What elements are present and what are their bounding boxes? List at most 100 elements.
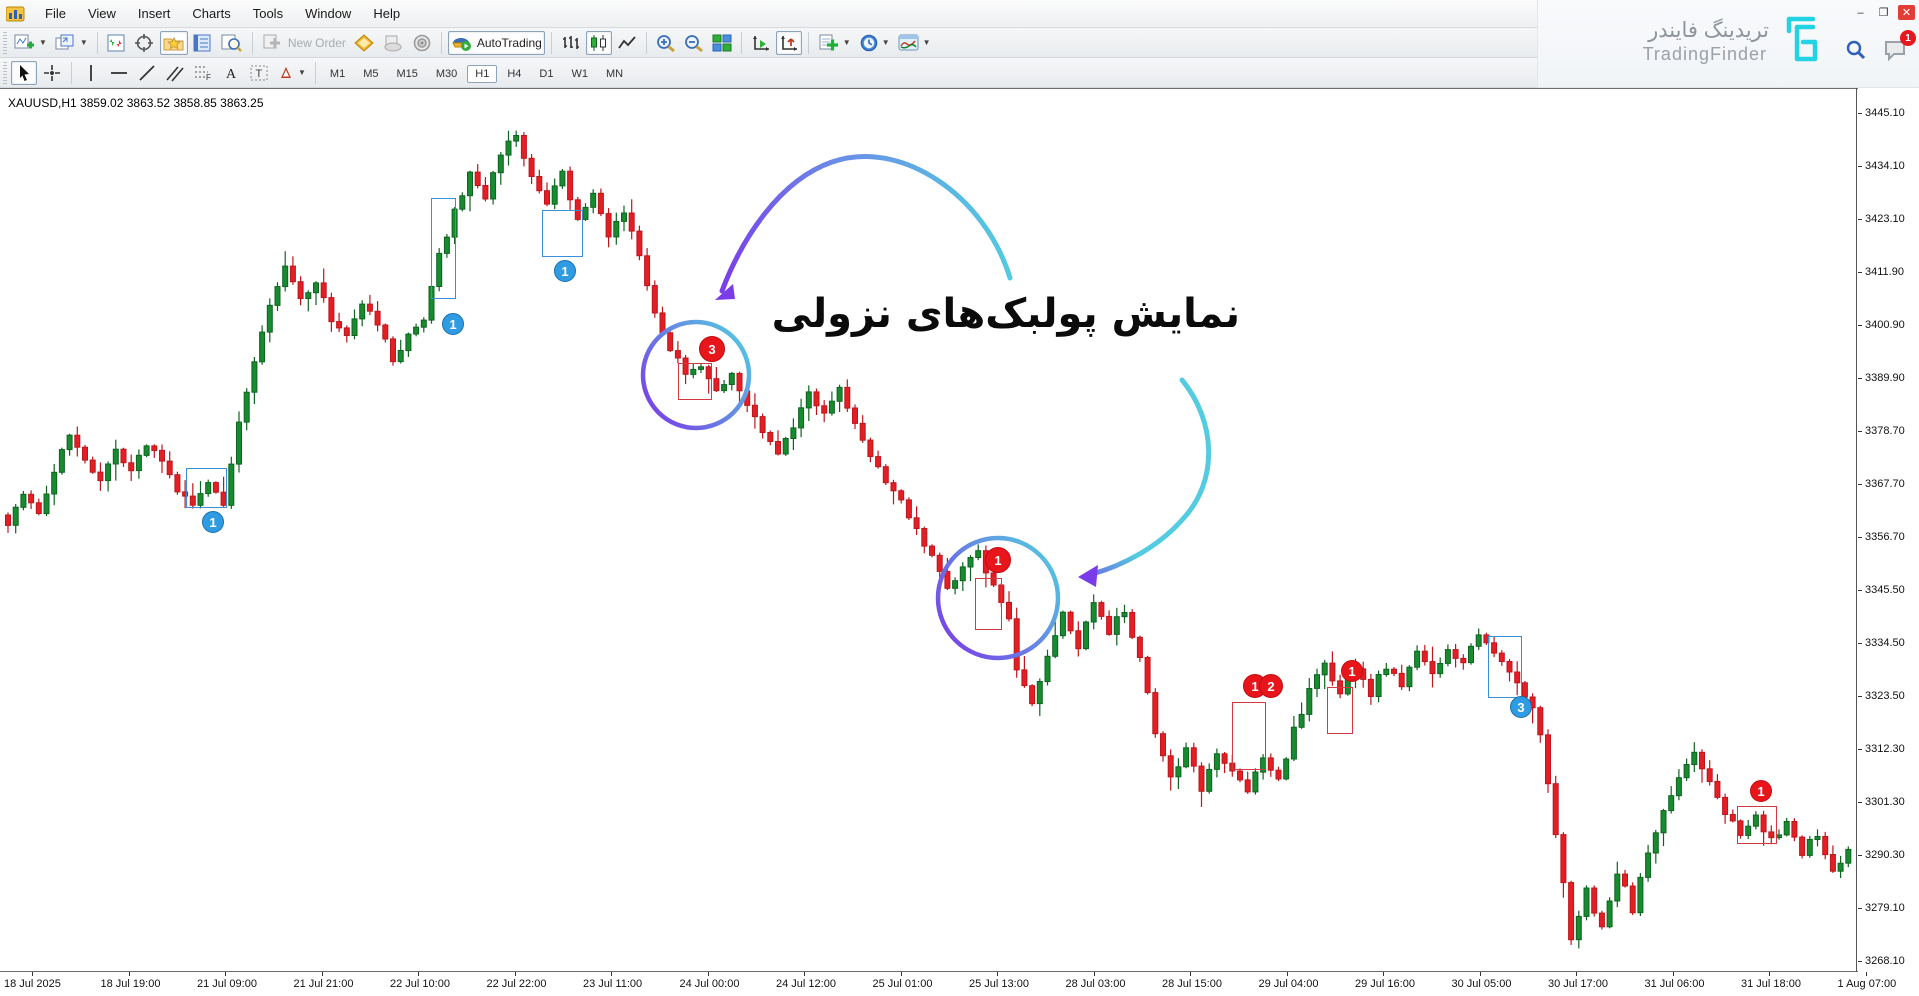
chevron-down-icon[interactable]: ▼ <box>298 68 306 77</box>
price-axis-tick <box>1858 696 1862 697</box>
restore-button[interactable]: ❐ <box>1878 7 1889 19</box>
tradingfinder-logo-icon <box>1773 14 1819 71</box>
menu-charts[interactable]: Charts <box>192 6 231 21</box>
menu-view[interactable]: View <box>87 6 116 21</box>
market-watch-button[interactable] <box>104 31 130 55</box>
chat-icon[interactable]: 1 <box>1883 30 1916 67</box>
chevron-down-icon[interactable]: ▼ <box>881 38 890 47</box>
price-axis-label: 3445.10 <box>1865 107 1905 119</box>
time-axis-label: 22 Jul 10:00 <box>390 978 450 990</box>
target-button[interactable] <box>409 31 435 55</box>
brand-name-fa: تریدینگ فایندر <box>1648 19 1769 42</box>
price-axis-label: 3334.50 <box>1865 637 1905 649</box>
menu-insert[interactable]: Insert <box>137 6 171 21</box>
time-axis-label: 29 Jul 04:00 <box>1258 978 1319 990</box>
timeframe-h4[interactable]: H4 <box>507 67 522 80</box>
price-axis-label: 3312.30 <box>1865 743 1905 755</box>
cursor-icon <box>15 64 33 82</box>
candlestick-button[interactable] <box>585 30 612 55</box>
menu-window[interactable]: Window <box>305 6 352 21</box>
menu-file[interactable]: File <box>45 6 66 21</box>
chart-cloud-button[interactable] <box>379 31 407 55</box>
crosshair-icon <box>43 64 61 82</box>
timeframe-h1[interactable]: H1 <box>467 64 498 83</box>
autotrading-button[interactable]: AutoTrading <box>447 30 545 55</box>
text-label-button[interactable]: T <box>246 61 272 85</box>
new-order-button[interactable]: New Order <box>259 31 349 55</box>
price-axis-label: 3279.10 <box>1865 902 1905 914</box>
zoom-out-button[interactable] <box>681 31 707 55</box>
chevron-down-icon[interactable]: ▼ <box>922 38 931 47</box>
indicators-button[interactable]: ▼ <box>895 31 934 55</box>
minimize-button[interactable]: – <box>1857 6 1864 19</box>
time-axis-label: 29 Jul 16:00 <box>1355 978 1415 990</box>
timeframe-m15[interactable]: M15 <box>396 67 418 80</box>
price-axis-label: 3268.10 <box>1865 955 1905 967</box>
candlestick-chart[interactable] <box>0 88 1857 972</box>
price-axis-tick <box>1858 802 1862 803</box>
vline-icon <box>82 64 100 82</box>
data-window-button[interactable] <box>132 31 158 55</box>
toolbar-grip-2[interactable] <box>3 61 7 84</box>
chart-symbol-ohlc: XAUUSD,H1 3859.02 3863.52 3858.85 3863.2… <box>8 96 264 110</box>
time-axis-tick <box>1479 972 1481 976</box>
tile-windows-button[interactable] <box>709 31 735 55</box>
time-axis-tick <box>321 972 323 976</box>
zoom-in-button[interactable] <box>653 31 679 55</box>
fibonacci-button[interactable]: F <box>190 61 216 85</box>
price-axis-label: 3400.90 <box>1865 319 1905 331</box>
timeframe-m1[interactable]: M1 <box>329 67 346 80</box>
navigator-button[interactable] <box>159 30 188 55</box>
arrows-button[interactable]: ▼ <box>274 61 309 85</box>
close-button[interactable]: ✕ <box>1898 5 1915 20</box>
chevron-down-icon[interactable]: ▼ <box>79 38 88 47</box>
chart-shift-button[interactable] <box>775 30 802 55</box>
crosshair-button[interactable] <box>39 61 65 85</box>
trendline-button[interactable] <box>134 61 160 85</box>
profiles-button[interactable]: ▼ <box>52 31 91 55</box>
terminal-button[interactable] <box>190 31 216 55</box>
periods-button[interactable]: ▼ <box>856 31 893 55</box>
auto-scroll-button[interactable] <box>748 31 774 55</box>
menu-tools[interactable]: Tools <box>252 6 284 21</box>
time-axis-tick <box>1865 972 1867 976</box>
bar-chart-button[interactable] <box>558 31 584 55</box>
metaeditor-button[interactable] <box>351 31 377 55</box>
timeframe-mn[interactable]: MN <box>605 67 624 80</box>
horizontal-line-button[interactable] <box>106 61 132 85</box>
templates-button[interactable]: ▼ <box>815 31 854 55</box>
text-button[interactable]: A <box>218 61 244 85</box>
price-axis-tick <box>1858 643 1862 644</box>
new-chart-button[interactable]: ▼ <box>11 31 50 55</box>
time-axis-label: 18 Jul 2025 <box>4 978 61 990</box>
time-axis-tick <box>128 972 130 976</box>
line-chart-button[interactable] <box>614 31 640 55</box>
chevron-down-icon[interactable]: ▼ <box>842 38 851 47</box>
notification-badge: 1 <box>1900 30 1916 46</box>
toolbar-separator <box>550 31 552 54</box>
price-axis-tick <box>1858 484 1862 485</box>
zoom-in-icon <box>656 34 676 52</box>
time-axis-tick <box>514 972 516 976</box>
timeframe-m5[interactable]: M5 <box>363 67 379 80</box>
timeframe-d1[interactable]: D1 <box>539 67 554 80</box>
vertical-line-button[interactable] <box>78 61 104 85</box>
app-logo-icon <box>5 5 26 23</box>
timeframe-w1[interactable]: W1 <box>571 67 588 80</box>
clock-icon <box>859 34 879 52</box>
price-axis-label: 3290.30 <box>1865 849 1905 861</box>
strategy-tester-button[interactable] <box>218 31 246 55</box>
indicator-icon <box>898 34 920 52</box>
time-scale[interactable]: 18 Jul 2025 18 Jul 19:00 21 Jul 09:00 21 Ju… <box>0 972 1919 996</box>
text-a-icon: A <box>222 64 240 82</box>
price-scale[interactable]: 3445.10 3434.10 3423.10 3411.90 3400.90 3389.… <box>1858 88 1919 972</box>
toolbar-separator <box>645 31 647 54</box>
search-icon[interactable] <box>1845 39 1867 66</box>
time-axis-label: 24 Jul 12:00 <box>776 978 836 990</box>
chevron-down-icon[interactable]: ▼ <box>39 38 47 47</box>
menu-help[interactable]: Help <box>373 6 401 21</box>
timeframe-m30[interactable]: M30 <box>435 67 458 80</box>
cursor-button[interactable] <box>11 60 37 85</box>
toolbar-grip[interactable] <box>3 31 7 54</box>
channel-button[interactable] <box>162 61 188 85</box>
